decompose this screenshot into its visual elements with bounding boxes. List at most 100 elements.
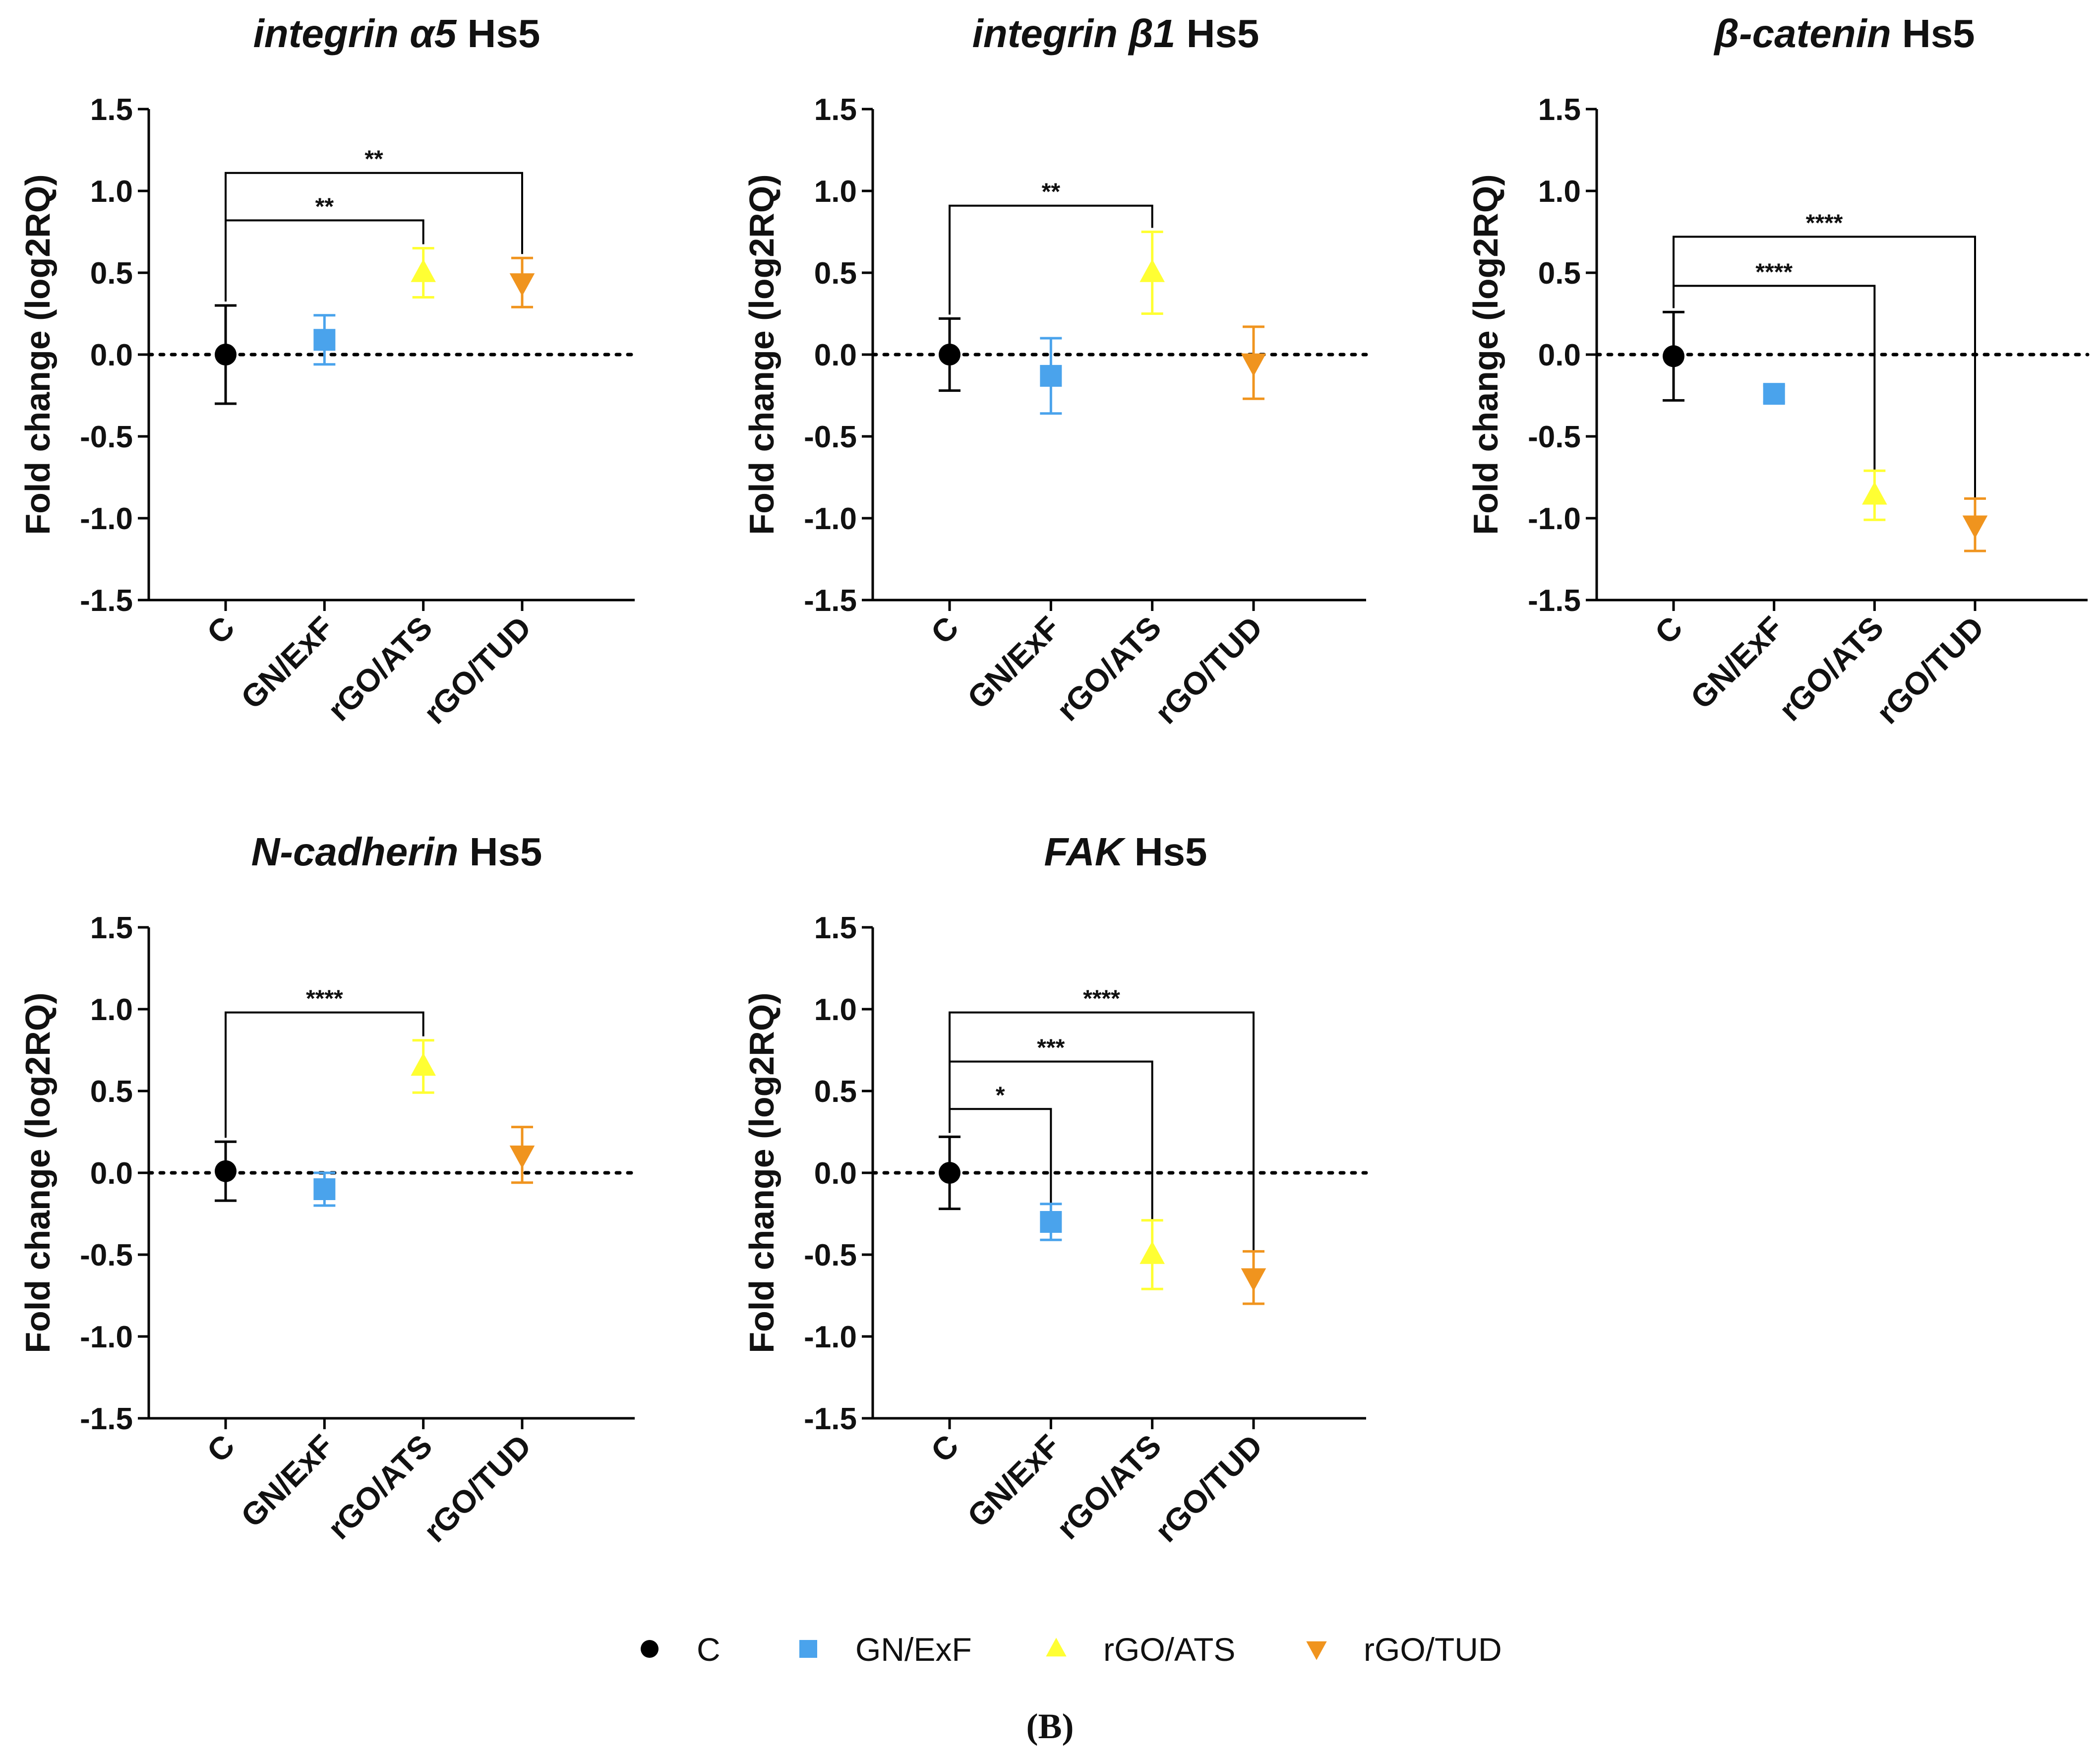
chart-panel: integrin β1 Hs5 1.5 1.0 0.5 0.0 -0.5 -1.0 -1.5 F… [742, 11, 1368, 731]
y-axis-label: Fold change (log2RQ) [742, 174, 781, 535]
y-tick-label: -1.5 [80, 584, 133, 618]
y-axis-label: Fold change (log2RQ) [742, 992, 781, 1353]
y-tick-label: -1.0 [804, 502, 857, 536]
y-tick-label: -0.5 [804, 420, 857, 454]
legend-marker-gn-exf [799, 1640, 817, 1658]
y-tick-label: 0.0 [90, 338, 133, 372]
significance-bracket [225, 172, 523, 302]
y-tick-label: 1.0 [1538, 175, 1581, 209]
chart-title-cell: Hs5 [1124, 830, 1207, 874]
data-point-rgo-tud [509, 1146, 535, 1169]
significance-label: *** [1037, 1035, 1065, 1061]
x-tick-label: rGO/ATS [1050, 609, 1168, 728]
chart-title-gene: FAK [1044, 830, 1126, 874]
significance-bracket [949, 1108, 1052, 1204]
chart-panel: integrin α5 Hs5 1.5 1.0 0.5 0.0 -0.5 -1.0 -1.5 F… [18, 11, 637, 730]
chart-panel: N-cadherin Hs5 1.5 1.0 0.5 0.0 -0.5 -1.0 -1.5 Fo… [18, 830, 637, 1549]
chart-title: FAK Hs5 [1044, 830, 1207, 874]
significance-label: ** [1042, 179, 1061, 205]
legend-label: C [697, 1631, 720, 1668]
chart-title-cell: Hs5 [456, 11, 540, 56]
y-tick-label: 0.0 [90, 1156, 133, 1191]
y-tick-label: 0.5 [814, 1075, 857, 1109]
y-tick-label: 0.5 [814, 256, 857, 291]
y-tick-label: -1.0 [804, 1320, 857, 1354]
chart-title-cell: Hs5 [1891, 11, 1975, 56]
y-tick-label: 0.5 [1538, 256, 1581, 291]
figure-caption: (B) [1026, 1706, 1074, 1746]
legend-marker-rgo-tud [1306, 1641, 1327, 1660]
data-point-c [1663, 345, 1684, 367]
legend-marker-c [641, 1640, 659, 1658]
x-tick-label: rGO/TUD [1148, 609, 1269, 731]
y-tick-label: 0.0 [814, 338, 857, 372]
data-point-rgo-ats [1140, 1241, 1165, 1264]
chart-title-gene: β-catenin [1713, 11, 1891, 56]
legend-marker-rgo-ats [1046, 1637, 1067, 1657]
data-point-rgo-tud [509, 273, 535, 297]
significance-label: ** [364, 146, 383, 173]
chart-title-gene: integrin β1 [972, 11, 1176, 56]
significance-label: **** [1755, 259, 1793, 285]
y-tick-label: -1.5 [1528, 584, 1581, 618]
x-tick-label: C [924, 1428, 965, 1469]
legend-label: rGO/TUD [1364, 1631, 1502, 1668]
y-tick-label: 0.0 [814, 1156, 857, 1191]
chart-title: N-cadherin Hs5 [251, 830, 542, 874]
x-tick-label: C [1648, 609, 1689, 651]
data-point-gn-exf [1040, 1211, 1062, 1233]
chart-title-gene: integrin α5 [253, 11, 457, 56]
legend-label: GN/ExF [855, 1631, 972, 1668]
data-point-gn-exf [313, 1178, 336, 1200]
significance-bracket [949, 204, 1153, 315]
chart-title-cell: Hs5 [458, 830, 542, 874]
y-tick-label: -0.5 [804, 1238, 857, 1273]
data-point-rgo-ats [411, 259, 436, 282]
data-point-c [215, 1160, 237, 1182]
chart-title-cell: Hs5 [1175, 11, 1259, 56]
data-point-rgo-ats [1862, 482, 1887, 505]
x-tick-label: GN/ExF [960, 609, 1067, 716]
y-tick-label: -1.5 [80, 1402, 133, 1436]
y-axis-label: Fold change (log2RQ) [18, 174, 57, 535]
y-tick-label: 1.5 [1538, 93, 1581, 127]
y-tick-label: -1.5 [804, 584, 857, 618]
data-point-rgo-tud [1241, 353, 1266, 376]
chart-title: β-catenin Hs5 [1713, 11, 1975, 56]
significance-bracket [225, 1011, 424, 1138]
significance-bracket [949, 1011, 1255, 1252]
data-point-gn-exf [1040, 364, 1062, 387]
significance-label: * [996, 1082, 1005, 1108]
x-tick-label: rGO/ATS [1772, 609, 1891, 728]
x-tick-label: rGO/TUD [1869, 609, 1991, 731]
x-tick-label: GN/ExF [960, 1428, 1067, 1534]
y-tick-label: 1.0 [814, 175, 857, 209]
chart-panel: β-catenin Hs5 1.5 1.0 0.5 0.0 -0.5 -1.0 -1.5 Fol… [1466, 11, 2090, 731]
y-tick-label: 0.0 [1538, 338, 1581, 372]
data-point-rgo-ats [411, 1053, 436, 1076]
x-tick-label: rGO/TUD [1148, 1428, 1269, 1549]
y-tick-label: -0.5 [80, 1238, 133, 1273]
significance-label: ** [315, 193, 334, 220]
x-tick-label: rGO/ATS [1050, 1428, 1168, 1546]
significance-bracket [225, 219, 424, 302]
y-tick-label: -0.5 [1528, 420, 1581, 454]
y-tick-label: 1.0 [90, 175, 133, 209]
significance-bracket [1673, 285, 1876, 474]
y-tick-label: 0.5 [90, 1075, 133, 1109]
data-point-gn-exf [1763, 383, 1785, 405]
chart-panel: FAK Hs5 1.5 1.0 0.5 0.0 -0.5 -1.0 -1.5 Fold chan… [742, 830, 1368, 1549]
data-point-gn-exf [313, 329, 336, 351]
chart-title: integrin α5 Hs5 [253, 11, 540, 56]
y-tick-label: -0.5 [80, 420, 133, 454]
x-tick-label: C [200, 609, 241, 651]
data-point-c [939, 344, 960, 365]
data-point-rgo-tud [1241, 1268, 1266, 1291]
significance-bracket [1673, 236, 1976, 502]
y-tick-label: 1.5 [90, 93, 133, 127]
y-tick-label: -1.0 [80, 1320, 133, 1354]
legend-label: rGO/ATS [1103, 1631, 1235, 1668]
significance-label: **** [1806, 210, 1843, 236]
data-point-rgo-ats [1140, 259, 1165, 282]
